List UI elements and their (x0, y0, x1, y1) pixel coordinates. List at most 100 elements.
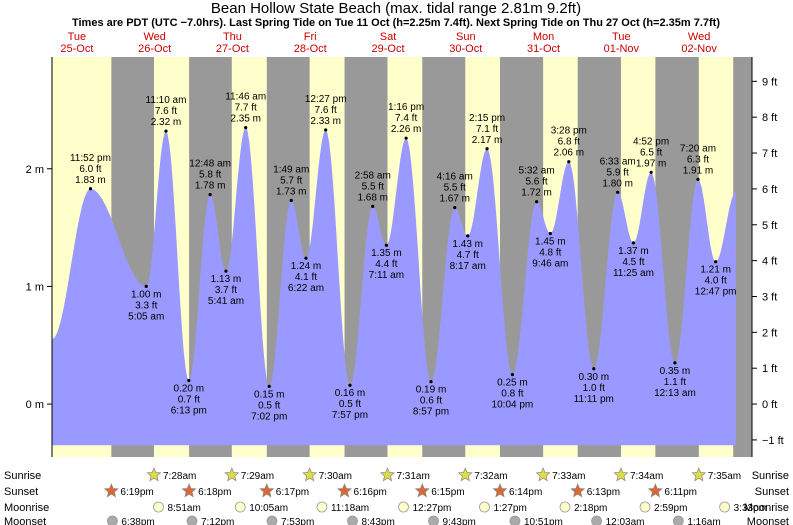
tide-point (534, 200, 539, 204)
right-tick-label: 4 ft (762, 256, 777, 268)
row-time: 7:29am (241, 471, 274, 482)
day-header-date: 31-Oct (527, 43, 560, 55)
tide-label: 12:48 am (189, 159, 231, 170)
tide-label: 8:57 pm (413, 407, 449, 418)
row-time: 10:51pm (524, 517, 563, 525)
sunset-icon (337, 483, 353, 498)
tide-label: 0.16 m (335, 388, 366, 399)
tide-label: 0.6 ft (420, 396, 442, 407)
tide-point (616, 190, 620, 194)
moonset-icon (428, 515, 439, 525)
day-header-dow: Sun (456, 31, 476, 43)
tide-label: 1.80 m (602, 178, 633, 189)
right-tick-label: −1 ft (762, 435, 784, 447)
row-time: 1:27pm (493, 503, 526, 514)
moonrise-icon (719, 501, 731, 513)
sunrise-icon (224, 467, 240, 482)
moonrise-icon (153, 501, 164, 513)
tide-label: 2.26 m (391, 124, 422, 135)
tide-label: 6:13 pm (171, 406, 207, 417)
row-time: 7:31am (396, 471, 429, 482)
row-label-right: Sunset (755, 486, 789, 498)
row-time: 6:14pm (509, 487, 542, 498)
row-time: 7:12pm (201, 517, 234, 525)
row-time: 7:34am (630, 471, 663, 482)
tide-label: 2:58 am (355, 170, 391, 181)
tide-label: 0.5 ft (258, 400, 280, 411)
tide-point (567, 160, 571, 164)
tide-series-area (52, 127, 736, 446)
row-label-left: Sunrise (4, 470, 41, 482)
tide-label: 7.6 ft (155, 106, 177, 117)
row-time: 7:28am (163, 471, 196, 482)
tide-label: 1.43 m (452, 239, 483, 250)
tide-label: 7.1 ft (476, 124, 498, 135)
moonset-icon (106, 515, 118, 525)
moonrise-icon (316, 501, 328, 513)
day-header-date: 01-Nov (604, 43, 640, 55)
tide-point (649, 170, 653, 174)
tide-label: 5:32 am (519, 166, 555, 177)
tide-label: 4.1 ft (295, 272, 317, 283)
sunrise-icon (613, 467, 629, 482)
row-time: 1:16am (687, 517, 720, 525)
tide-point (267, 384, 271, 389)
tide-label: 2:15 pm (469, 113, 505, 124)
tide-label: 1:49 am (273, 165, 309, 176)
tide-label: 0.8 ft (501, 389, 523, 400)
tide-label: 5:05 am (128, 311, 164, 322)
tide-label: 0.25 m (497, 378, 528, 389)
row-time: 9:43pm (443, 517, 476, 525)
sunrise-icon (457, 467, 473, 482)
tide-label: 12:13 am (654, 388, 696, 399)
right-tick-label: 1 ft (762, 363, 777, 375)
tide-point (164, 129, 168, 133)
day-headers: Tue25-OctWed26-OctThu27-OctFri28-OctSat2… (60, 31, 717, 55)
tide-label: 11:10 am (146, 95, 187, 106)
tide-point (304, 256, 308, 260)
sunset-icon (259, 483, 275, 498)
tide-point (485, 147, 489, 151)
day-header-date: 25-Oct (60, 43, 93, 55)
tide-point (466, 234, 470, 238)
row-time: 6:13pm (587, 487, 620, 498)
chart-title: Bean Hollow State Beach (max. tidal rang… (211, 0, 581, 17)
moonrise-icon (639, 501, 651, 513)
tide-point (208, 193, 212, 197)
tide-label: 5.7 ft (280, 176, 302, 187)
tide-label: 2.35 m (230, 114, 261, 125)
day-header-date: 28-Oct (294, 43, 327, 55)
row-time: 6:17pm (276, 487, 309, 498)
tide-label: 4.4 ft (375, 259, 397, 270)
tide-label: 3.7 ft (215, 285, 237, 296)
tide-label: 7:11 am (369, 270, 404, 281)
sunset-icon (492, 483, 508, 498)
tide-label: 6:33 am (600, 156, 636, 167)
tide-label: 1.72 m (521, 188, 552, 199)
tide-area (52, 127, 736, 446)
tide-label: 1.13 m (211, 274, 242, 285)
right-tick-label: 6 ft (762, 184, 777, 196)
tide-label: 5.9 ft (607, 167, 629, 178)
row-label-left: Moonset (4, 516, 46, 525)
tide-label: 0.35 m (660, 366, 691, 377)
day-header-date: 02-Nov (681, 43, 717, 55)
tide-label: 6.8 ft (558, 137, 580, 148)
axes: 0 m 1 m 2 m −1 ft 0 ft 1 ft 2 ft 3 ft 4 ft 5 ft 6 … (26, 57, 784, 457)
right-tick-label: 0 ft (762, 399, 777, 411)
row-label-right: Sunrise (752, 470, 789, 482)
left-tick-label: 2 m (26, 164, 44, 176)
tide-label: 5:41 am (208, 296, 244, 307)
day-header-date: 27-Oct (216, 43, 249, 55)
row-label-right: Moonset (747, 516, 789, 525)
right-tick-label: 8 ft (762, 112, 777, 124)
day-header-dow: Sat (380, 31, 397, 43)
moonrise-icon (479, 501, 490, 513)
row-time: 7:53pm (281, 517, 314, 525)
day-header-dow: Thu (223, 31, 242, 43)
moonrise-icon (559, 501, 571, 513)
tide-label: 11:52 pm (70, 153, 111, 164)
tide-point (324, 128, 328, 132)
chart-subtitle: Times are PDT (UTC −7.0hrs). Last Spring… (72, 17, 720, 29)
tide-point (453, 205, 457, 210)
